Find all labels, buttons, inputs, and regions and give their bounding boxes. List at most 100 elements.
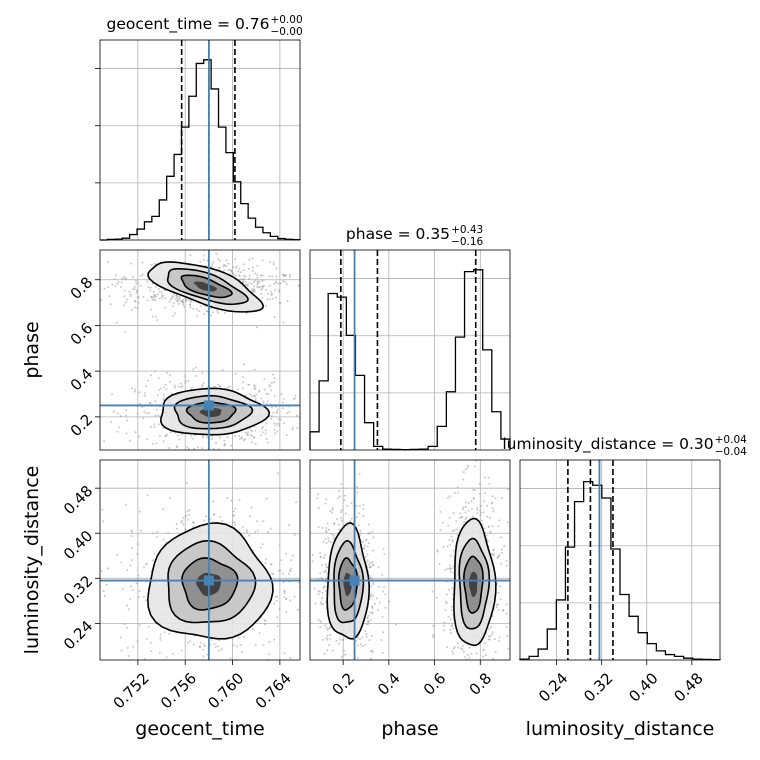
sample-point <box>370 657 373 660</box>
sample-point <box>438 563 441 565</box>
sample-point <box>178 302 181 305</box>
sample-point <box>476 506 479 509</box>
sample-point <box>381 616 384 618</box>
sample-point <box>115 321 118 324</box>
sample-point <box>150 650 153 653</box>
sample-point <box>163 631 166 634</box>
sample-point <box>372 583 375 586</box>
sample-point <box>296 608 299 611</box>
sample-point <box>283 652 286 655</box>
sample-point <box>175 523 178 525</box>
sample-point <box>254 397 257 400</box>
sample-point <box>184 528 187 531</box>
sample-point <box>253 395 256 398</box>
sample-point <box>254 442 257 445</box>
sample-point <box>453 529 456 532</box>
sample-point <box>256 264 259 267</box>
sample-point <box>326 634 329 637</box>
x-tick-label: 0.8 <box>466 669 496 699</box>
sample-point <box>269 261 271 264</box>
sample-point <box>484 654 487 657</box>
sample-point <box>227 262 230 265</box>
sample-point <box>151 532 154 535</box>
sample-point <box>232 644 235 647</box>
sample-point <box>256 283 259 286</box>
sample-point <box>496 603 499 606</box>
sample-point <box>446 496 449 499</box>
sample-point <box>327 537 330 540</box>
sample-point <box>238 499 241 502</box>
sample-point <box>462 471 465 474</box>
sample-point <box>269 563 272 566</box>
sample-point <box>153 552 156 555</box>
sample-point <box>479 514 482 517</box>
sample-point <box>324 563 327 566</box>
sample-point <box>112 410 115 413</box>
hist-panel-luminosity_distance: luminosity_distance = 0.30 +0.04−0.04 <box>502 434 747 661</box>
sample-point <box>172 315 175 317</box>
sample-point <box>172 302 175 305</box>
sample-point <box>172 293 175 295</box>
sample-point <box>247 267 250 270</box>
sample-point <box>503 545 506 548</box>
sample-point <box>452 512 455 515</box>
sample-point <box>135 279 137 282</box>
panel-frame <box>309 249 511 451</box>
sample-point <box>185 297 188 300</box>
sample-point <box>214 677 216 679</box>
sample-point <box>317 618 320 621</box>
sample-point <box>356 636 359 639</box>
sample-point <box>191 386 193 389</box>
sample-point <box>452 549 455 552</box>
sample-point <box>497 525 500 528</box>
sample-point <box>505 612 508 615</box>
sample-point <box>488 516 491 519</box>
sample-point <box>103 440 106 442</box>
truth-marker <box>203 575 214 586</box>
title-upper-error: +0.04 <box>715 434 747 446</box>
sample-point <box>153 295 156 298</box>
sample-point <box>155 536 158 539</box>
sample-point <box>369 561 372 564</box>
sample-point <box>301 410 303 412</box>
sample-point <box>318 438 320 440</box>
sample-point <box>273 377 276 380</box>
sample-point <box>141 406 144 409</box>
sample-point <box>155 285 157 288</box>
sample-point <box>176 296 179 299</box>
sample-point <box>126 569 128 571</box>
sample-point <box>182 516 185 519</box>
sample-point <box>364 644 367 646</box>
sample-point <box>156 408 158 411</box>
sample-point <box>491 633 494 636</box>
sample-point <box>242 277 245 280</box>
sample-point <box>278 290 281 293</box>
sample-point <box>177 300 179 303</box>
sample-point <box>256 276 259 279</box>
sample-point <box>268 640 271 643</box>
sample-point <box>316 608 318 610</box>
sample-point <box>365 635 368 638</box>
sample-point <box>246 531 249 534</box>
sample-point <box>456 642 459 645</box>
sample-point <box>450 535 453 538</box>
sample-point <box>356 706 358 708</box>
sample-point <box>325 662 327 664</box>
sample-point <box>448 588 450 591</box>
sample-point <box>367 523 370 526</box>
sample-point <box>255 393 258 396</box>
sample-point <box>479 509 482 512</box>
sample-point <box>213 448 215 450</box>
sample-point <box>468 656 471 659</box>
sample-point <box>140 274 142 277</box>
sample-point <box>480 505 482 508</box>
sample-point <box>243 439 245 442</box>
sample-point <box>366 561 369 564</box>
sample-point <box>267 292 269 295</box>
sample-point <box>259 546 262 549</box>
sample-point <box>211 265 213 268</box>
sample-point <box>125 419 128 422</box>
histogram-luminosity_distance <box>519 480 721 661</box>
sample-point <box>186 641 189 644</box>
sample-point <box>317 493 320 496</box>
